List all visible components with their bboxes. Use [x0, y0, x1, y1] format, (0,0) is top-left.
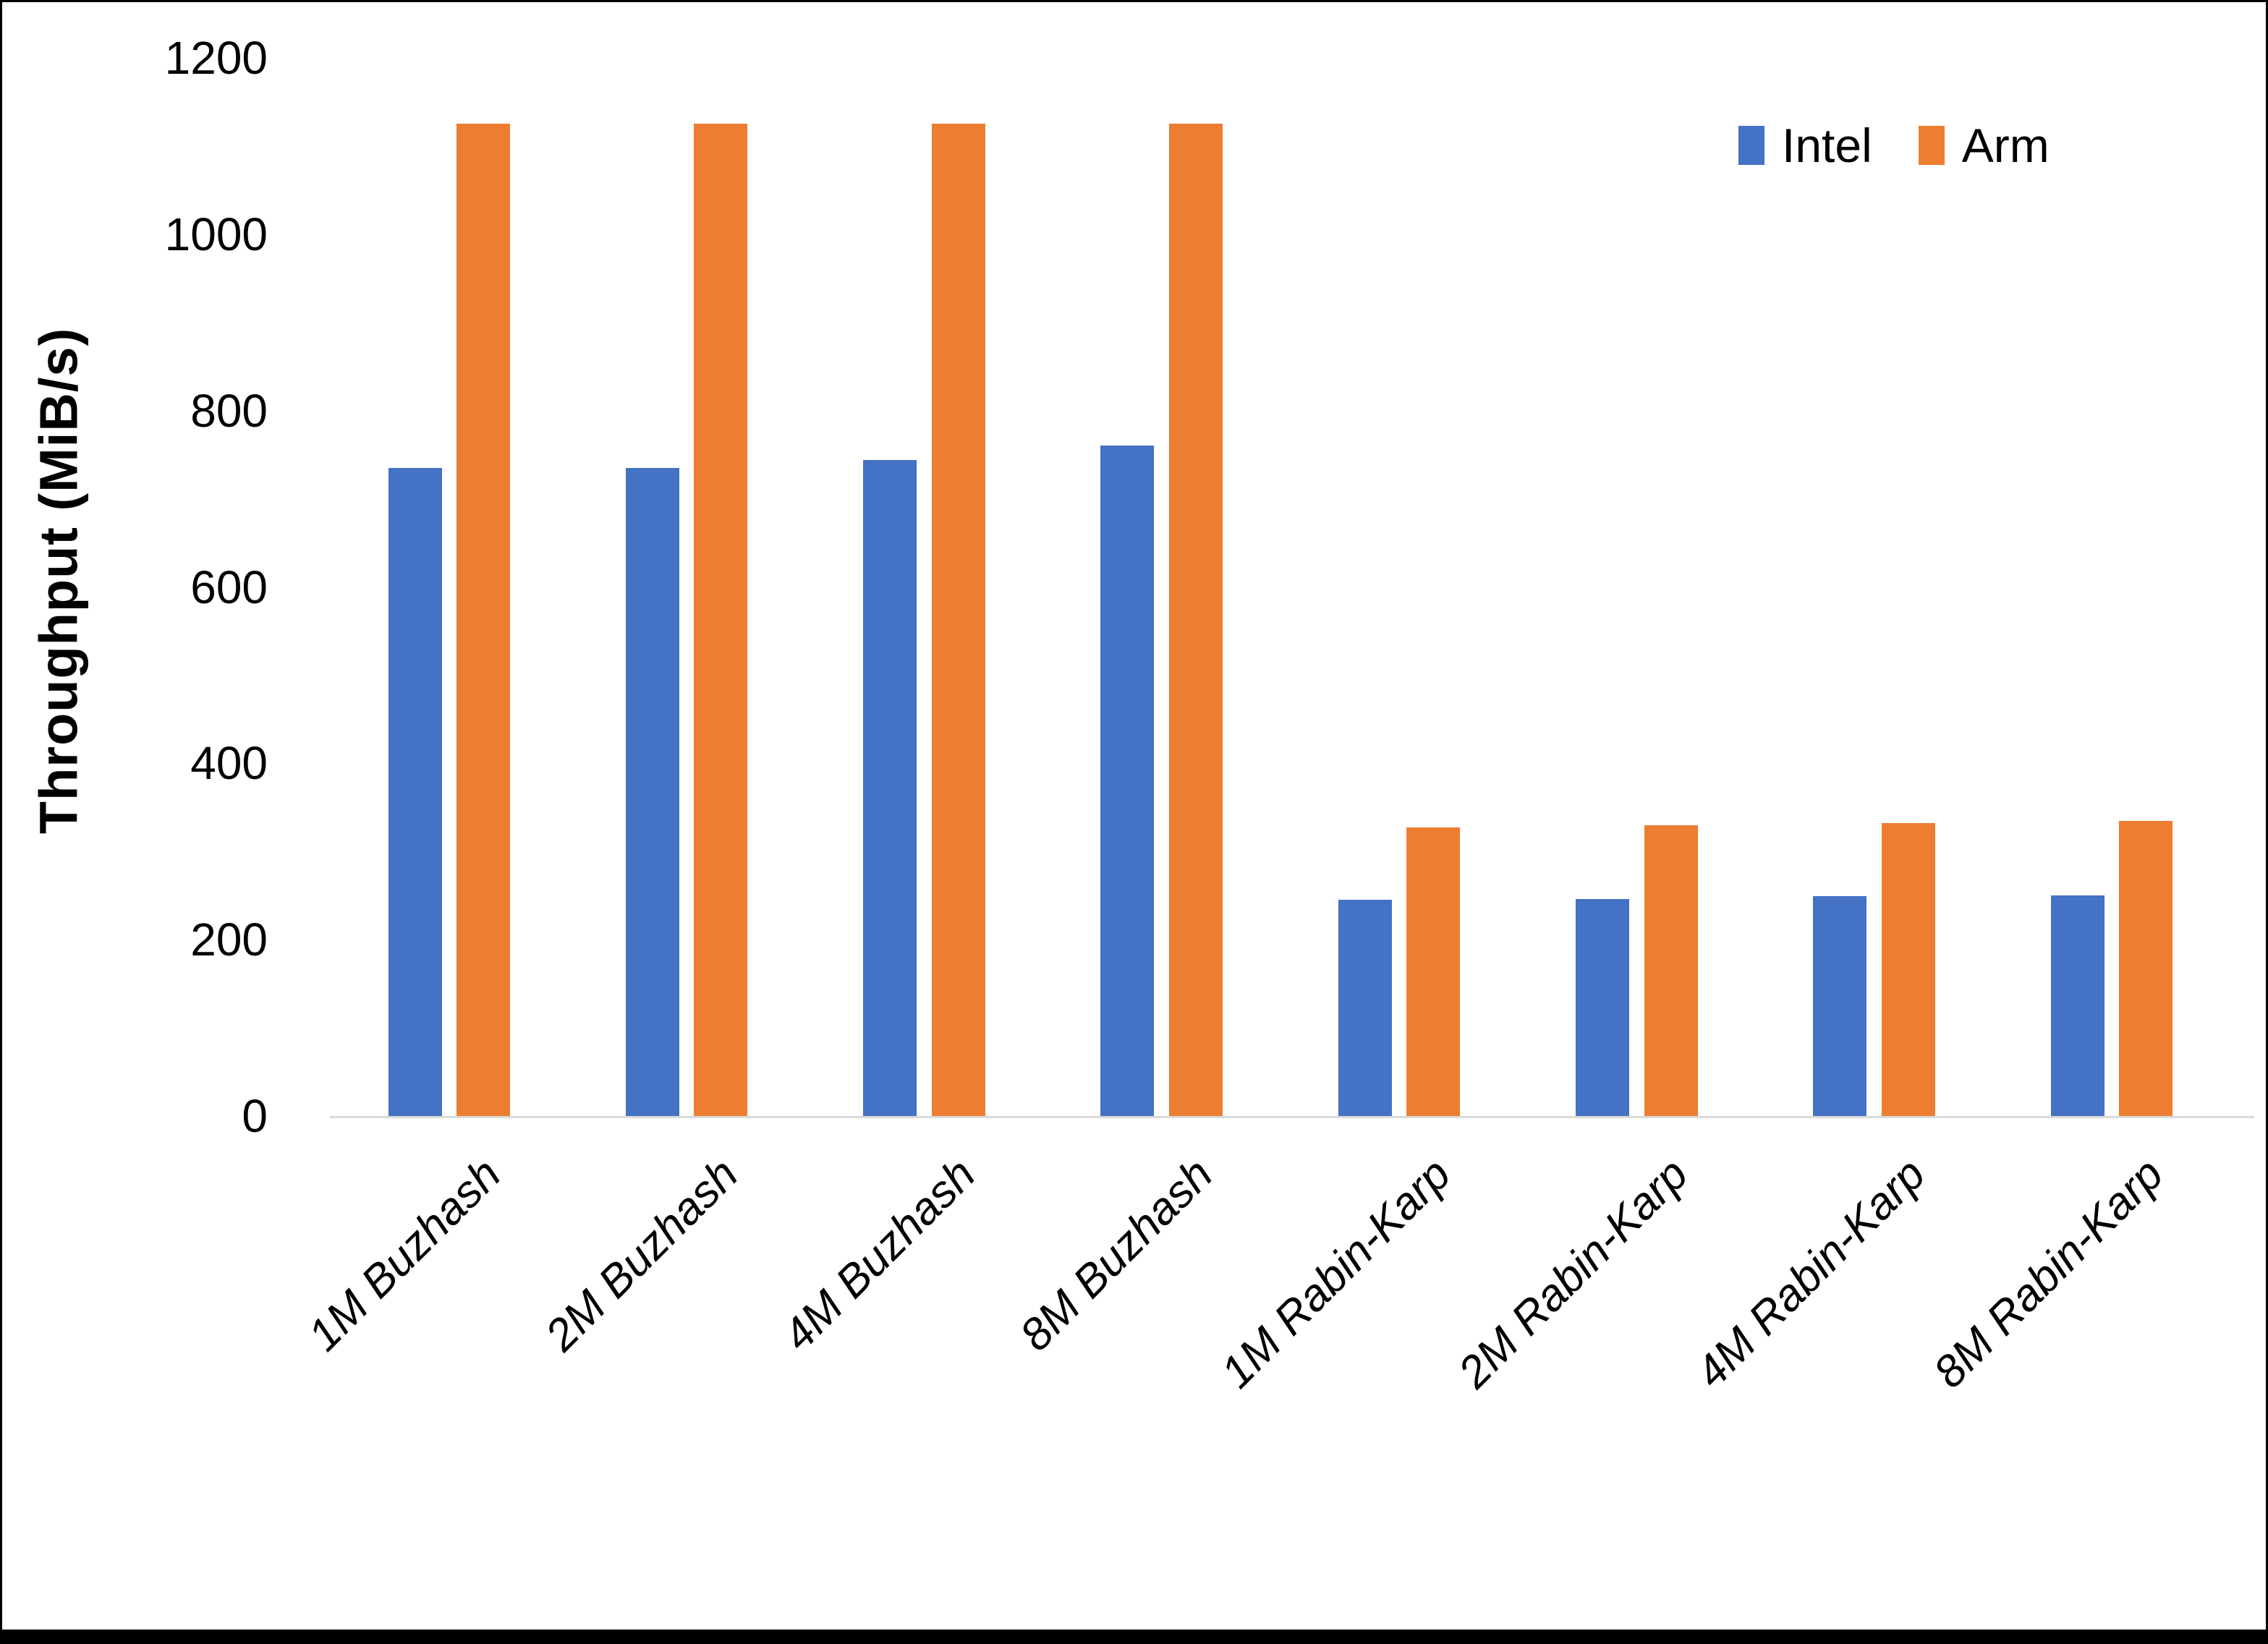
x-label-4m-buzhash: 4M Buzhash: [773, 1149, 985, 1361]
x-label-8m-buzhash: 8M Buzhash: [1011, 1149, 1223, 1361]
legend-label-arm: Arm: [1961, 119, 2050, 172]
legend: Intel Arm: [1738, 122, 2050, 169]
x-label-8m-rabin-karp: 8M Rabin-Karp: [1924, 1149, 2173, 1398]
arm-series-swatch: [1918, 126, 1945, 165]
bar-arm-4m-rabin-karp: [1882, 823, 1935, 1116]
plot-area: [330, 58, 2254, 1116]
y-tick-0: 0: [242, 1090, 268, 1142]
bar-intel-1m-buzhash: [388, 468, 442, 1116]
bar-intel-1m-rabin-karp: [1338, 900, 1392, 1116]
x-label-4m-rabin-karp: 4M Rabin-Karp: [1686, 1149, 1935, 1398]
bar-arm-2m-rabin-karp: [1644, 825, 1698, 1116]
y-tick-800: 800: [190, 384, 268, 437]
bar-intel-4m-buzhash: [863, 460, 917, 1116]
bar-arm-2m-buzhash: [694, 124, 747, 1116]
x-label-1m-rabin-karp: 1M Rabin-Karp: [1211, 1149, 1461, 1398]
y-tick-1200: 1200: [164, 32, 268, 84]
x-axis-line: [330, 1116, 2254, 1118]
bar-intel-2m-buzhash: [626, 468, 679, 1116]
bar-intel-2m-rabin-karp: [1576, 899, 1629, 1116]
bar-intel-8m-rabin-karp: [2051, 895, 2105, 1116]
bar-intel-8m-buzhash: [1100, 446, 1154, 1116]
legend-label-intel: Intel: [1782, 119, 1872, 172]
intel-series-swatch: [1738, 126, 1764, 165]
bar-arm-1m-buzhash: [456, 124, 510, 1116]
bar-arm-8m-buzhash: [1169, 124, 1223, 1116]
x-label-2m-buzhash: 2M Buzhash: [535, 1149, 748, 1361]
bar-intel-4m-rabin-karp: [1813, 896, 1866, 1116]
y-tick-1000: 1000: [164, 208, 268, 260]
y-tick-600: 600: [190, 561, 268, 613]
bar-arm-4m-buzhash: [932, 124, 985, 1116]
legend-item-arm: Arm: [1918, 119, 2050, 172]
y-tick-200: 200: [190, 913, 268, 966]
bar-arm-1m-rabin-karp: [1406, 827, 1460, 1116]
bar-arm-8m-rabin-karp: [2119, 821, 2173, 1116]
legend-item-intel: Intel: [1738, 122, 1872, 169]
y-tick-400: 400: [190, 737, 268, 790]
x-label-1m-buzhash: 1M Buzhash: [298, 1149, 510, 1361]
x-label-2m-rabin-karp: 2M Rabin-Karp: [1448, 1149, 1698, 1398]
